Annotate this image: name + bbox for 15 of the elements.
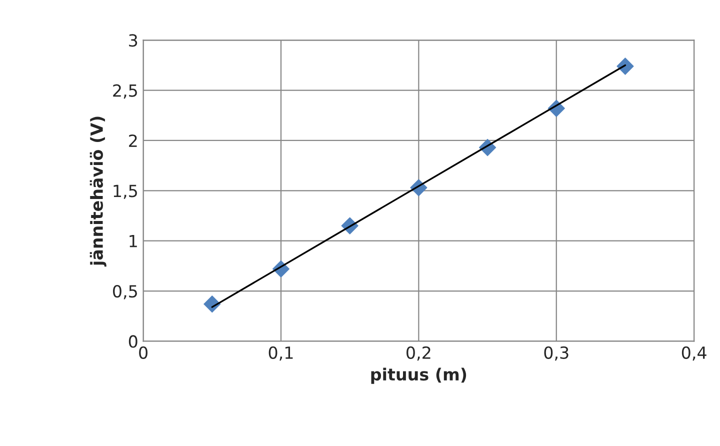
y-tick-label: 2 <box>129 134 137 147</box>
x-tick-label: 0 <box>139 346 148 359</box>
x-tick-label: 0,1 <box>268 346 293 361</box>
y-tick-label: 0,5 <box>113 284 137 300</box>
x-tick-label: 0,3 <box>544 346 568 361</box>
y-tick-label: 1,5 <box>114 184 137 199</box>
y-axis-title: jännitehäviö (V) <box>90 116 106 267</box>
y-tick-label: 1 <box>130 235 137 248</box>
point <box>616 58 634 75</box>
y-tick-label: 3 <box>129 34 138 47</box>
x-tick-label: 0,4 <box>682 346 706 361</box>
y-tick-label: 0 <box>128 335 138 348</box>
x-axis-title: pituus (m) <box>371 368 466 384</box>
x-tick-label: 0,2 <box>406 346 430 361</box>
y-tick-label: 2,5 <box>113 84 137 99</box>
